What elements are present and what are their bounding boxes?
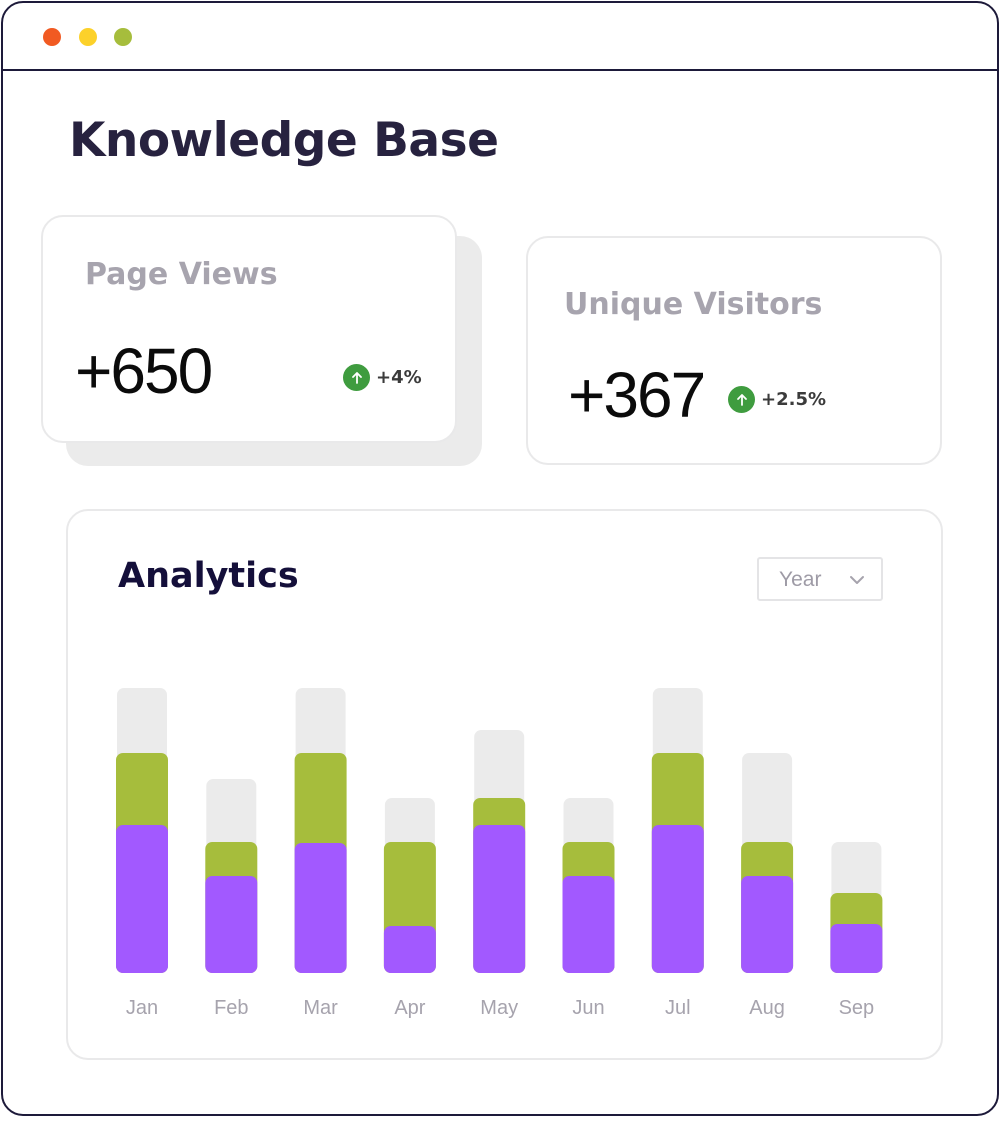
bar-group-aug: Aug <box>741 753 794 1019</box>
x-tick-label: May <box>480 997 518 1019</box>
page-views-change: +4% <box>343 364 422 391</box>
unique-visitors-change-text: +2.5% <box>761 389 827 410</box>
bar-feb-value <box>205 876 258 973</box>
bar-group-mar: Mar <box>294 688 347 1019</box>
unique-visitors-change: +2.5% <box>728 386 826 413</box>
bar-jun-value <box>562 876 615 973</box>
bar-group-sep: Sep <box>830 842 883 1019</box>
bar-group-feb: Feb <box>205 779 258 1019</box>
bar-mar-value <box>294 843 347 973</box>
period-select[interactable]: Year <box>757 557 883 601</box>
bar-group-apr: Apr <box>383 798 436 1019</box>
arrow-up-icon <box>728 386 755 413</box>
unique-visitors-card: Unique Visitors +367 +2.5% <box>526 236 942 465</box>
chevron-down-icon <box>849 572 865 590</box>
page-views-value: +650 <box>75 335 213 407</box>
page-title: Knowledge Base <box>69 113 499 168</box>
unique-visitors-value: +367 <box>568 359 706 431</box>
bar-may-value <box>473 825 526 973</box>
bar-group-jun: Jun <box>562 798 615 1019</box>
analytics-title: Analytics <box>118 556 299 596</box>
x-tick-label: Feb <box>214 997 248 1019</box>
page-views-card: Page Views +650 +4% <box>41 215 457 443</box>
bar-sep-value <box>830 924 883 973</box>
x-tick-label: Sep <box>839 997 875 1019</box>
analytics-bar-chart: Jan Feb Mar Apr May Jun Jul Aug Sep <box>116 688 883 1019</box>
unique-visitors-label: Unique Visitors <box>564 287 823 322</box>
page-views-label: Page Views <box>85 257 278 292</box>
minimize-window-button[interactable] <box>79 28 97 46</box>
close-window-button[interactable] <box>43 28 61 46</box>
bar-apr-value <box>383 926 436 973</box>
bar-aug-value <box>741 876 794 973</box>
x-tick-label: Apr <box>394 997 425 1019</box>
bar-group-jan: Jan <box>116 688 168 1019</box>
title-bar <box>3 3 997 71</box>
page-views-change-text: +4% <box>376 367 422 388</box>
arrow-up-icon <box>343 364 370 391</box>
x-tick-label: Jul <box>665 997 691 1019</box>
period-select-value: Year <box>779 568 822 591</box>
bar-jan-value <box>116 825 168 973</box>
analytics-card: Analytics Year Jan Feb Mar Apr May Jun Jul Aug S… <box>66 509 943 1060</box>
x-tick-label: Aug <box>749 997 785 1019</box>
x-tick-label: Jun <box>572 997 604 1019</box>
maximize-window-button[interactable] <box>114 28 132 46</box>
x-tick-label: Jan <box>126 997 158 1019</box>
bar-group-jul: Jul <box>651 688 704 1019</box>
bar-jul-value <box>651 825 704 973</box>
bar-group-may: May <box>473 730 526 1019</box>
x-tick-label: Mar <box>303 997 338 1019</box>
